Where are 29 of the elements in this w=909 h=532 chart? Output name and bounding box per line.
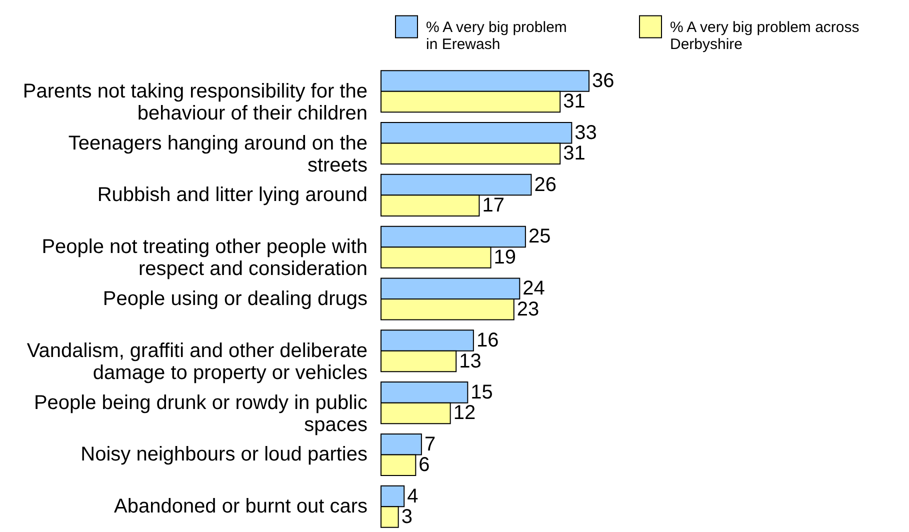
y-tick-label: People using or dealing drugs bbox=[102, 288, 368, 310]
y-tick-label: People being drunk or rowdy in public spaces bbox=[34, 392, 368, 436]
data-label: 36 bbox=[592, 70, 614, 92]
data-label: 3 bbox=[401, 506, 412, 528]
data-label: 33 bbox=[574, 122, 597, 144]
data-label: 31 bbox=[563, 90, 586, 113]
data-label: 19 bbox=[494, 246, 516, 268]
data-label: 31 bbox=[563, 142, 586, 165]
data-label: 24 bbox=[522, 278, 545, 300]
y-tick-label: Vandalism, graffiti and other deliberate damage to property or vehicles bbox=[26, 340, 368, 384]
data-label: 6 bbox=[418, 454, 430, 476]
data-label: 16 bbox=[476, 330, 499, 352]
data-label: 17 bbox=[482, 194, 504, 217]
data-label: 26 bbox=[534, 174, 556, 196]
y-tick-label: Parents not taking responsibility for the behaviour of their children bbox=[22, 80, 368, 124]
y-tick-label: Teenagers hanging around on the streets bbox=[68, 132, 368, 176]
data-label: 7 bbox=[424, 433, 436, 456]
data-label: 25 bbox=[528, 226, 551, 248]
legend-label: % A very big problem across Derbyshire bbox=[670, 18, 860, 53]
y-tick-label: Rubbish and litter lying around bbox=[97, 184, 368, 206]
data-label: 12 bbox=[453, 402, 476, 424]
data-label: 23 bbox=[516, 298, 540, 320]
data-label: 13 bbox=[459, 350, 482, 372]
y-tick-label: People not treating other people with respect and consideration bbox=[42, 236, 368, 280]
y-tick-label: Noisy neighbours or loud parties bbox=[80, 444, 368, 466]
data-label: 15 bbox=[470, 381, 493, 404]
y-tick-label: Abandoned or burnt out cars bbox=[114, 496, 368, 518]
data-label: 4 bbox=[407, 485, 418, 508]
legend-label: % A very big problem in Erewash bbox=[426, 18, 567, 53]
